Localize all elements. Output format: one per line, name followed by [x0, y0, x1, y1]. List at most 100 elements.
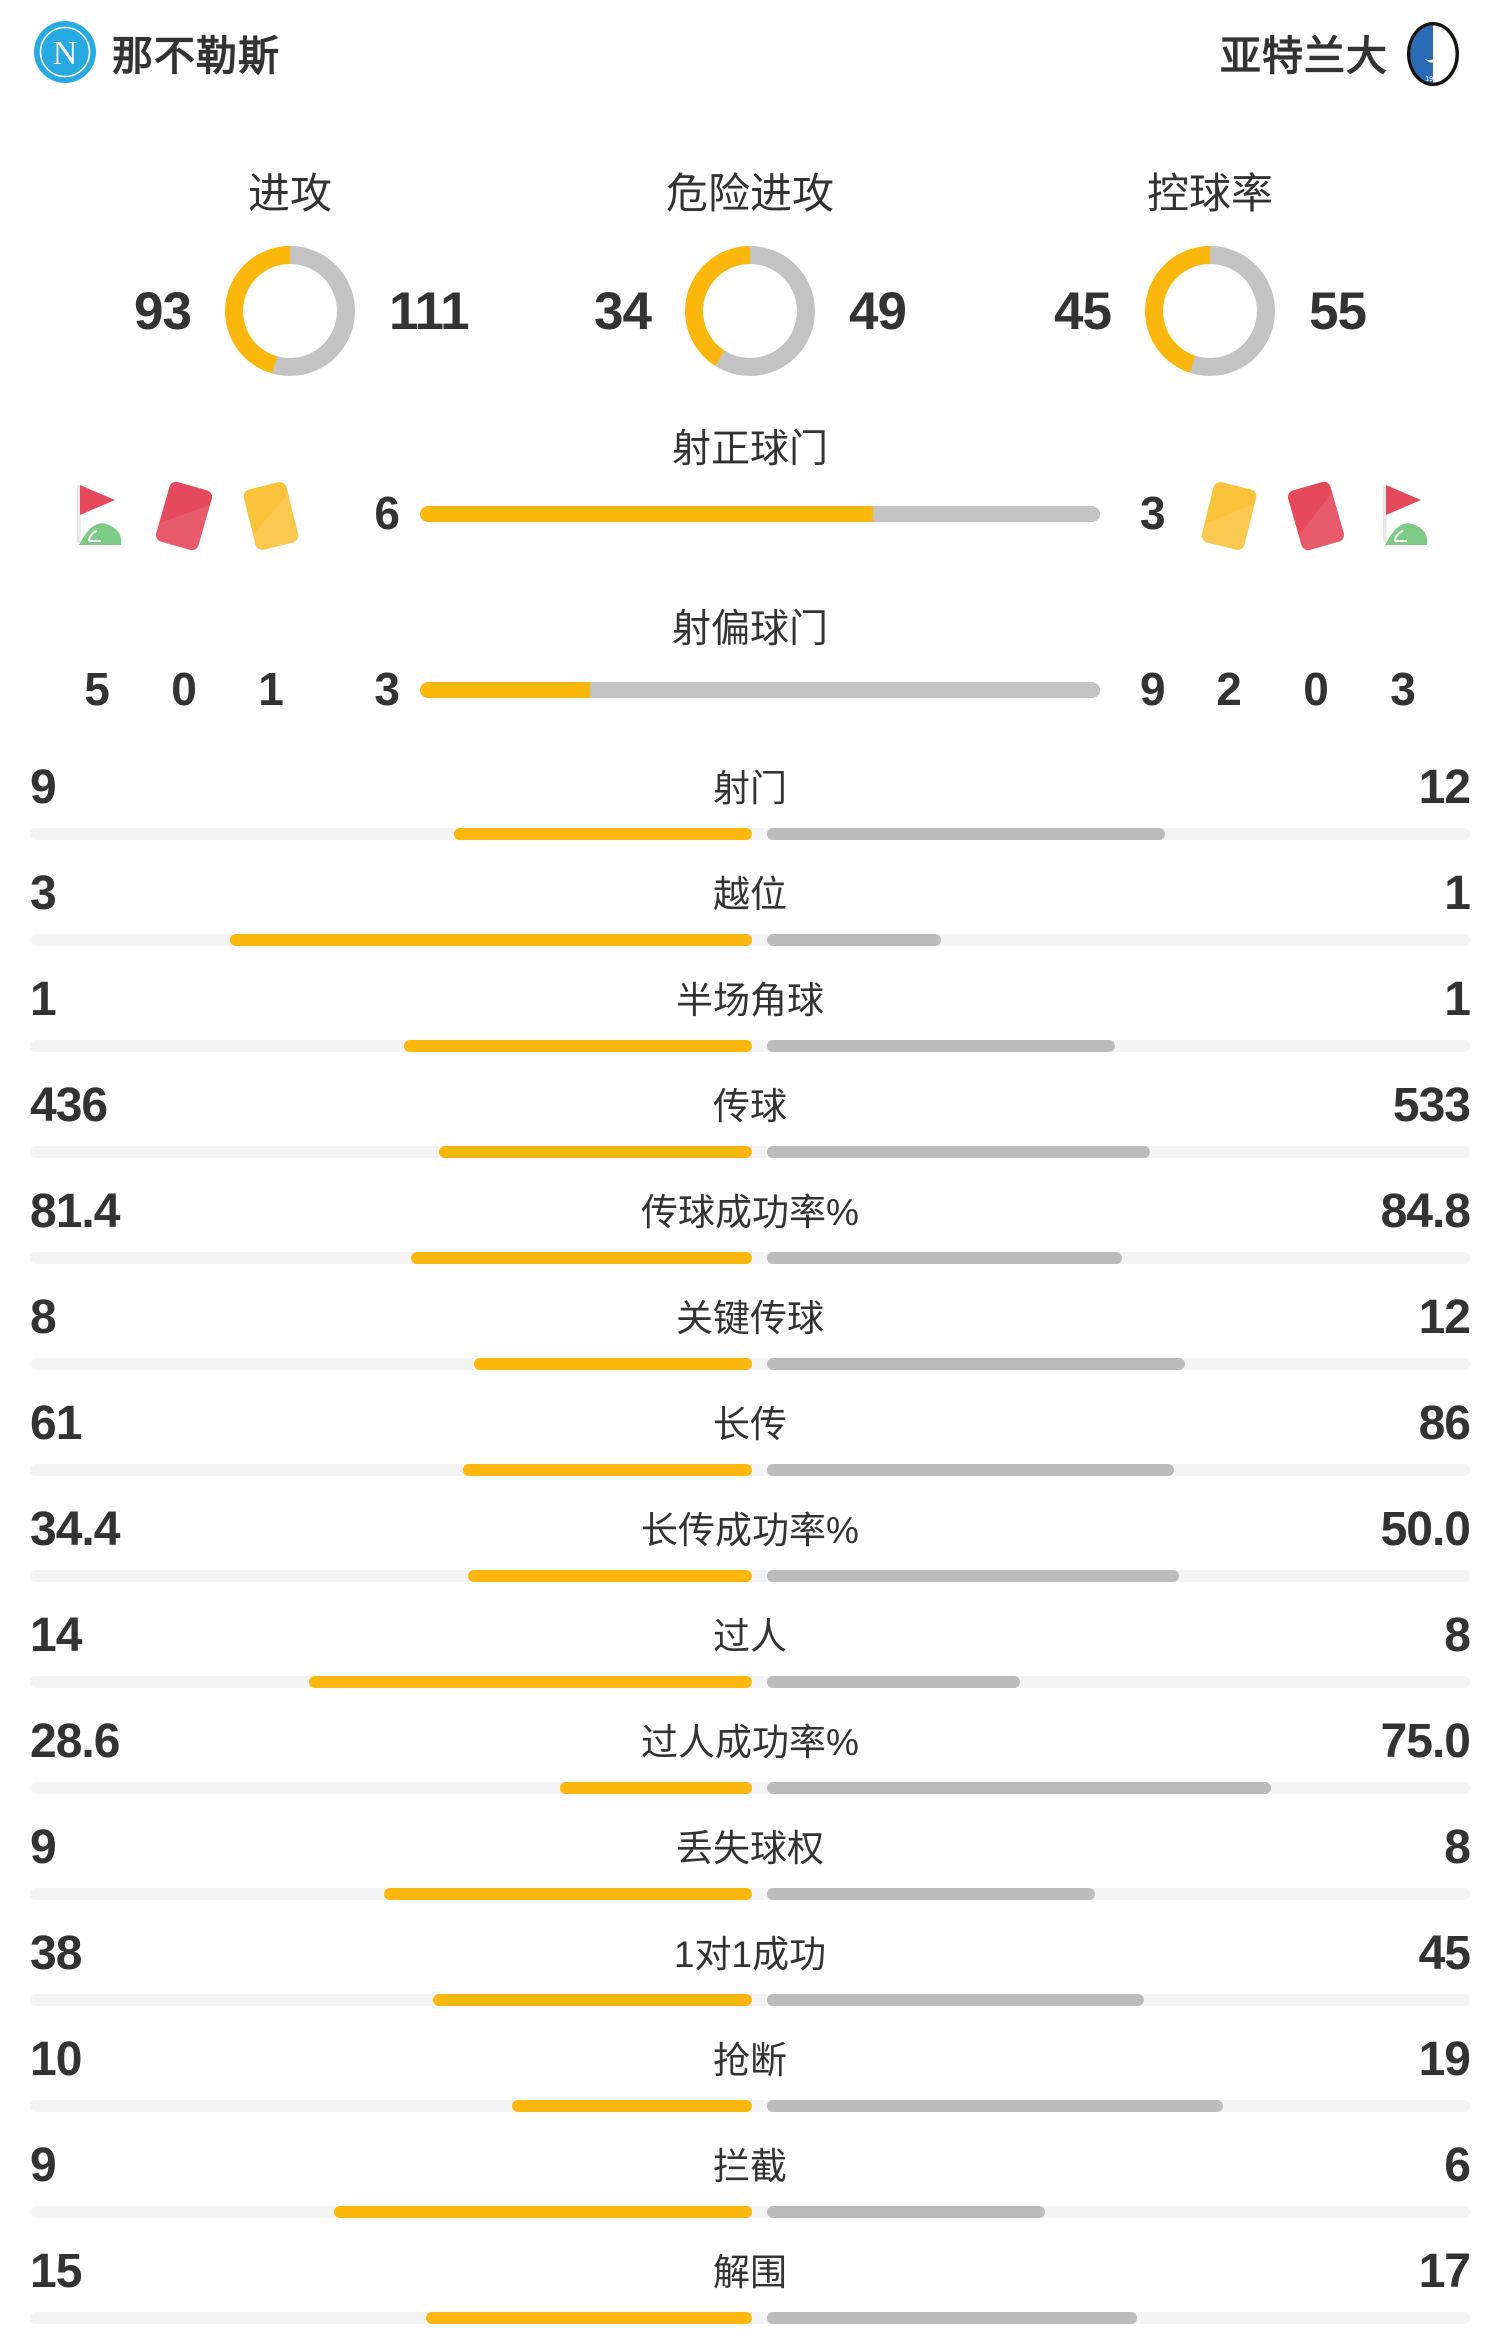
stat-bar-track — [30, 1994, 1470, 2006]
corner-flag-count: 5 — [84, 663, 110, 715]
yellow-card-count: 2 — [1216, 663, 1242, 715]
stat-away-value: 12 — [1418, 1291, 1471, 1344]
stat-bar-track — [30, 828, 1470, 840]
stat-home-value: 10 — [30, 2033, 82, 2086]
stat-row: 9 拦截 6 — [0, 2138, 1500, 2244]
stat-label: 长传 — [713, 1404, 787, 1445]
stat-bar-track — [30, 1570, 1470, 1582]
stat-home-value: 9 — [30, 761, 57, 814]
shots-on-target-title: 射正球门 — [671, 428, 828, 471]
stat-label: 丢失球权 — [676, 1828, 824, 1869]
stat-label: 传球 — [713, 1086, 787, 1127]
stat-home-value: 15 — [30, 2245, 82, 2298]
stat-bar-track — [30, 1464, 1470, 1476]
stat-bar-away — [767, 2312, 1137, 2324]
stat-home-value: 61 — [30, 1397, 82, 1450]
stat-bar-home — [433, 1994, 752, 2006]
stat-label: 传球成功率% — [641, 1192, 859, 1233]
red-card-icon — [1287, 480, 1345, 552]
stat-bar-home — [468, 1570, 752, 1582]
stat-bar-track — [30, 1782, 1470, 1794]
dangerous-attacks-donut-chart — [685, 246, 815, 376]
stat-label: 过人成功率% — [641, 1722, 859, 1763]
stat-row: 9 射门 12 — [0, 760, 1500, 866]
stat-bar-away — [767, 2206, 1045, 2218]
stat-bar-away — [767, 934, 941, 946]
stat-label: 过人 — [713, 1616, 787, 1657]
stat-home-value: 436 — [30, 1079, 108, 1132]
stat-bar-away — [767, 1570, 1179, 1582]
stat-label: 长传成功率% — [641, 1510, 859, 1551]
stat-bar-away — [767, 1146, 1150, 1158]
stat-row: 3 越位 1 — [0, 866, 1500, 972]
donut-away-value: 111 — [389, 281, 470, 341]
stat-label: 1对1成功 — [673, 1934, 827, 1975]
donut-home-value: 93 — [134, 281, 192, 341]
stat-bar-home — [334, 2206, 752, 2218]
home-cards-counts: 5 0 1 — [68, 662, 300, 716]
away-cards-counts: 2 0 3 — [1200, 662, 1432, 716]
stats-list: 9 射门 12 3 越位 1 1 半场角球 1 436 传球 5 — [0, 760, 1500, 2350]
stat-row: 81.4 传球成功率% 84.8 — [0, 1184, 1500, 1290]
stat-bar-home — [560, 1782, 752, 1794]
away-team-name: 亚特兰大 — [1220, 33, 1388, 79]
stat-bar-away — [767, 1358, 1185, 1370]
attacks-donut-chart — [225, 246, 355, 376]
stat-bar-home — [309, 1676, 752, 1688]
stat-label: 解围 — [713, 2252, 787, 2293]
stat-home-value: 34.4 — [30, 1503, 120, 1556]
stat-bar-away — [767, 1040, 1115, 1052]
stat-bar-track — [30, 1252, 1470, 1264]
stat-bar-track — [30, 1676, 1470, 1688]
shots-on-target-home: 6 — [374, 487, 400, 539]
stat-away-value: 1 — [1444, 973, 1471, 1026]
corner-flag-icon — [1374, 480, 1432, 552]
stat-bar-home — [463, 1464, 752, 1476]
red-card-count: 0 — [1303, 663, 1329, 715]
donut-home-value: 34 — [594, 281, 652, 341]
donut-home-value: 45 — [1054, 281, 1112, 341]
stat-bar-away — [767, 2100, 1223, 2112]
stat-row: 436 传球 533 — [0, 1078, 1500, 1184]
stat-home-value: 1 — [30, 973, 57, 1026]
stat-bar-away — [767, 828, 1165, 840]
stat-home-value: 28.6 — [30, 1715, 120, 1768]
svg-text:N: N — [53, 35, 78, 72]
stat-row: 1 半场角球 1 — [0, 972, 1500, 1078]
shots-section: 射正球门 6 3 — [0, 428, 1500, 716]
stat-away-value: 84.8 — [1380, 1185, 1471, 1238]
stat-home-value: 38 — [30, 1927, 82, 1980]
svg-text:1907: 1907 — [1425, 76, 1441, 83]
red-card-count: 0 — [171, 663, 197, 715]
stat-bar-home — [426, 2312, 752, 2324]
stat-row: 34.4 长传成功率% 50.0 — [0, 1502, 1500, 1608]
stat-label: 越位 — [713, 874, 787, 915]
stat-row: 9 丢失球权 8 — [0, 1820, 1500, 1926]
napoli-crest-icon: N — [34, 21, 96, 83]
stat-bar-track — [30, 1146, 1470, 1158]
yellow-card-count: 1 — [258, 663, 284, 715]
stat-bar-track — [30, 1040, 1470, 1052]
stat-away-value: 533 — [1392, 1079, 1471, 1132]
stat-bar-track — [30, 2206, 1470, 2218]
donut-title: 进攻 — [247, 170, 332, 217]
stat-bar-home — [230, 934, 752, 946]
donut-title: 控球率 — [1146, 170, 1273, 217]
shots-off-target-home: 3 — [374, 663, 400, 715]
stat-bar-away — [767, 1464, 1174, 1476]
stat-home-value: 9 — [30, 2139, 57, 2192]
stat-bar-away — [767, 1252, 1122, 1264]
stat-label: 拦截 — [713, 2146, 787, 2187]
stat-label: 关键传球 — [676, 1298, 824, 1339]
stat-label: 半场角球 — [676, 980, 824, 1021]
stat-bar-home — [474, 1358, 752, 1370]
stat-row: 61 长传 86 — [0, 1396, 1500, 1502]
stat-away-value: 50.0 — [1380, 1503, 1471, 1556]
shots-on-target-row: 6 3 — [0, 478, 1500, 556]
stat-bar-away — [767, 1676, 1020, 1688]
stat-home-value: 9 — [30, 1821, 57, 1874]
stat-away-value: 8 — [1444, 1609, 1471, 1662]
shots-off-target-row: 5 0 1 3 9 2 0 3 — [0, 662, 1500, 716]
stat-bar-home — [454, 828, 752, 840]
stat-bar-home — [512, 2100, 752, 2112]
